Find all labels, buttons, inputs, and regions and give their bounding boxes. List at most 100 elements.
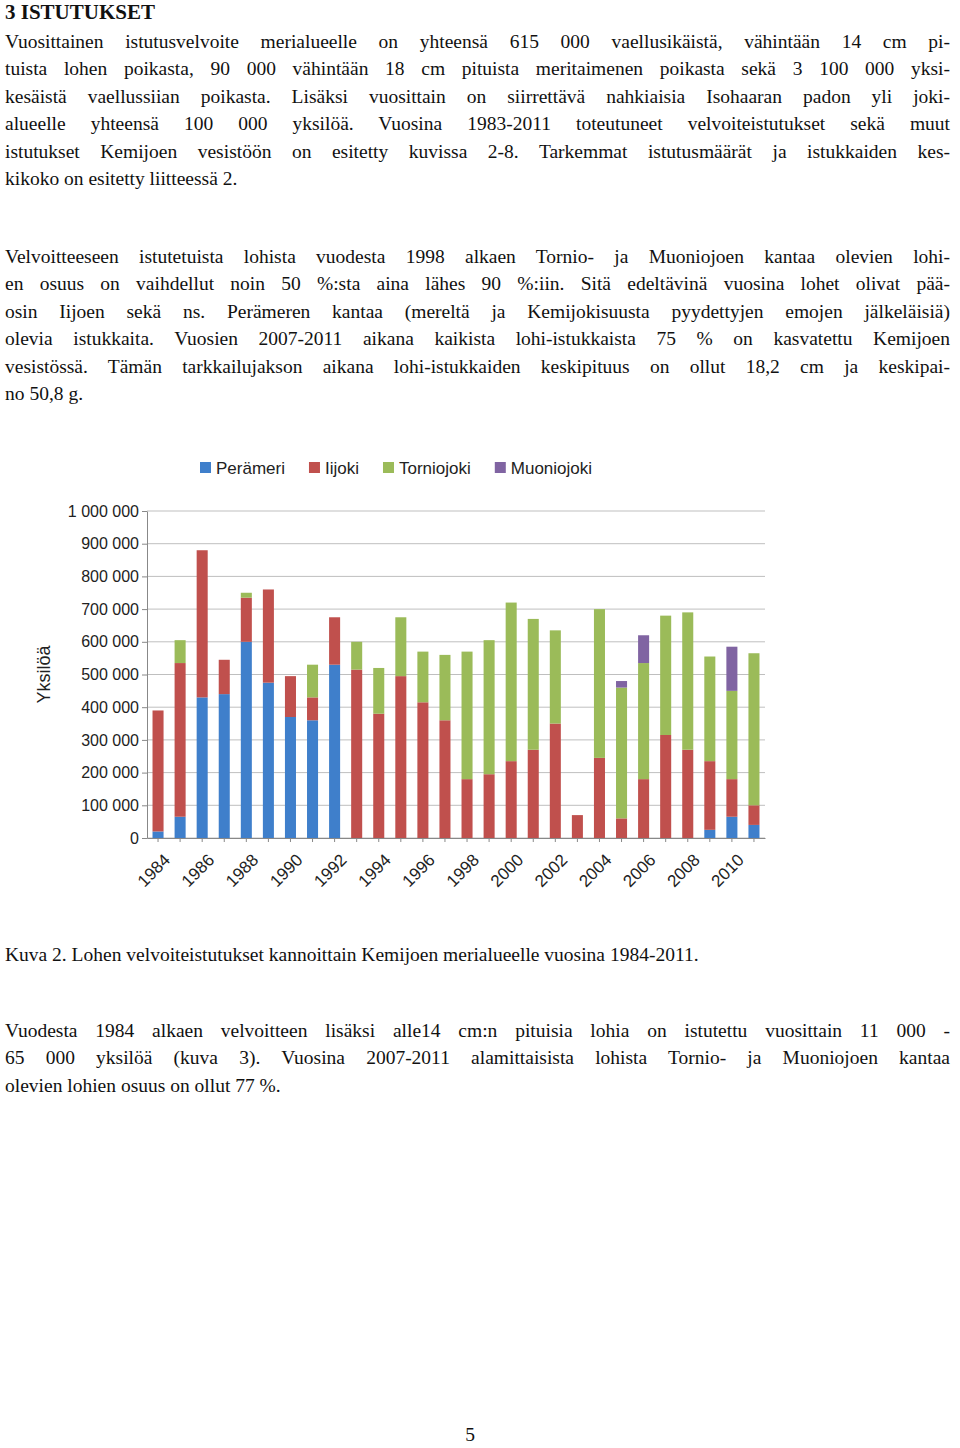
tick [268, 838, 269, 842]
bar [307, 665, 318, 698]
bar [351, 641, 362, 642]
bar [351, 670, 362, 838]
bar [528, 750, 539, 838]
grid-line [147, 838, 765, 839]
bar [307, 720, 318, 838]
tick-mark [665, 838, 666, 842]
bar [638, 635, 649, 663]
tick-label: 1986 [178, 851, 218, 891]
tick: 2000 [487, 838, 527, 891]
bar [197, 550, 208, 697]
bar [594, 609, 605, 610]
tick: 2006 [619, 838, 659, 891]
tick: 200 000 [81, 764, 147, 781]
tick-label: 800 000 [81, 568, 139, 585]
bar [726, 691, 737, 779]
bar [462, 779, 473, 838]
series [616, 635, 737, 691]
bar [704, 761, 715, 830]
legend-label: Torniojoki [399, 459, 471, 478]
tick [400, 838, 401, 842]
tick: 2002 [531, 838, 571, 891]
tick-label: 1992 [310, 851, 350, 891]
tick-mark [621, 838, 622, 842]
tick: 100 000 [81, 797, 147, 814]
bar [395, 617, 406, 676]
bar [748, 653, 759, 654]
paragraph: Velvoitteeseen istutetuista lohista vuod… [5, 243, 950, 407]
bar [153, 710, 164, 831]
tick: 1992 [310, 838, 350, 891]
bars [153, 550, 760, 838]
text-line: 65 000 yksilöä (kuva 3). Vuosina 2007-20… [5, 1044, 950, 1071]
tick-label: 500 000 [81, 666, 139, 683]
tick-mark [753, 838, 754, 842]
axis-line [148, 838, 766, 839]
bar [550, 630, 561, 631]
bar [263, 589, 274, 682]
tick-label: 300 000 [81, 732, 139, 749]
tick: 700 000 [81, 601, 147, 618]
tick-mark [142, 838, 147, 839]
bar [285, 717, 296, 838]
tick: 0 [130, 830, 147, 847]
tick-label: 2008 [664, 851, 704, 891]
grid-line [147, 609, 765, 610]
bar [329, 617, 340, 664]
tick: 1986 [178, 838, 218, 891]
text-line: olevien lohien osuus on ollut 77 %. [5, 1072, 950, 1099]
tick-label: 1996 [399, 851, 439, 891]
bar [638, 779, 649, 838]
tick: 2010 [708, 838, 748, 891]
bar [219, 659, 230, 660]
tick: 1994 [355, 838, 395, 891]
bar [704, 657, 715, 762]
tick-mark [142, 576, 147, 577]
bar [748, 805, 759, 825]
legend-item: Iijoki [309, 459, 359, 478]
bar [263, 589, 274, 590]
tick-mark [511, 838, 512, 842]
tick-label: 100 000 [81, 797, 139, 814]
legend-item: Muoniojoki [495, 459, 592, 478]
tick-mark [142, 740, 147, 741]
tick-mark [290, 838, 291, 842]
grid-line [147, 641, 765, 642]
bar [660, 616, 671, 735]
bar [572, 815, 583, 838]
grid-line [147, 543, 765, 544]
tick: 1996 [399, 838, 439, 891]
bar [197, 697, 208, 838]
bar [329, 665, 340, 838]
text-line: olevia istukkaita. Vuosien 2007-2011 aik… [5, 325, 950, 352]
bar [726, 779, 737, 817]
tick-label: 2006 [619, 851, 659, 891]
tick-mark [224, 838, 225, 842]
text-line: istutukset Kemijoen vesistöön on esitett… [5, 138, 950, 165]
text-line: Velvoitteeseen istutetuista lohista vuod… [5, 243, 950, 270]
bar [506, 602, 517, 603]
bar [153, 710, 164, 711]
grid-line [147, 707, 765, 708]
y-axis: 0 100 000 200 000 300 000 400 000 500 000 600 … [68, 503, 148, 847]
bar [682, 750, 693, 838]
paragraph: Vuosittainen istutusvelvoite merialueell… [5, 28, 950, 192]
tick: 400 000 [81, 699, 147, 716]
tick [665, 838, 666, 842]
bar [197, 550, 208, 551]
bar [616, 681, 627, 688]
tick: 1 000 000 [68, 503, 147, 520]
tick-label: 900 000 [81, 535, 139, 552]
tick-label: 1988 [222, 851, 262, 891]
tick-label: 600 000 [81, 633, 139, 650]
bar [439, 655, 450, 720]
tick: 300 000 [81, 732, 147, 749]
bar [197, 550, 208, 551]
bar [241, 593, 252, 598]
legend-item: Perämeri [200, 459, 285, 478]
tick-mark [142, 773, 147, 774]
tick: 2008 [664, 838, 704, 891]
tick-mark [599, 838, 600, 842]
tick: 600 000 [81, 633, 147, 650]
tick-mark [142, 609, 147, 610]
